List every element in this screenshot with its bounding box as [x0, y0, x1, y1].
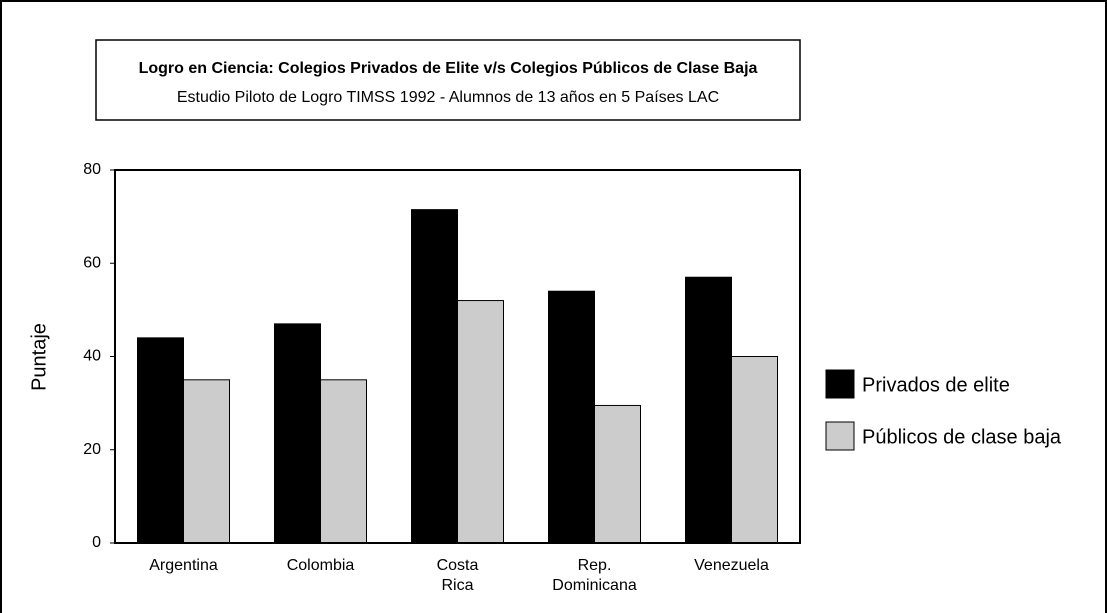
bar [548, 290, 595, 544]
bar [183, 379, 230, 544]
y-tick-label: 0 [92, 534, 101, 551]
bar [411, 209, 458, 544]
legend-swatch [825, 369, 855, 399]
legend-label: Públicos de clase baja [862, 426, 1062, 448]
legend-swatch [825, 421, 855, 451]
y-tick-label: 80 [83, 161, 101, 178]
title-box [95, 39, 801, 121]
plot-border [114, 169, 801, 544]
chart-title: Logro en Ciencia: Colegios Privados de E… [139, 60, 758, 77]
x-tick-label: Venezuela [694, 557, 769, 574]
x-tick-label: Argentina [149, 557, 218, 574]
y-tick-label: 20 [83, 441, 101, 458]
y-tick-label: 40 [83, 348, 101, 365]
bar [457, 300, 504, 544]
bar [685, 276, 732, 544]
x-tick-label: Costa Rica [436, 557, 479, 594]
bar [320, 379, 367, 544]
bar [137, 337, 184, 544]
y-tick-label: 60 [83, 254, 101, 271]
x-tick-label: Rep. Dominicana [552, 557, 637, 594]
bar [274, 323, 321, 544]
legend-label: Privados de elite [862, 374, 1010, 396]
y-axis-label: Puntaje [28, 323, 50, 391]
x-tick-label: Colombia [286, 557, 355, 574]
chart-subtitle: Estudio Piloto de Logro TIMSS 1992 - Alu… [177, 89, 719, 106]
bar [594, 404, 641, 544]
bar [731, 356, 778, 544]
